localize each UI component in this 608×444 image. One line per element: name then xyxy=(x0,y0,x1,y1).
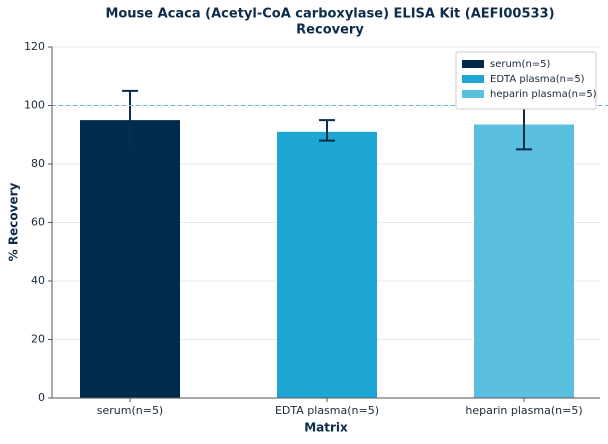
y-tick-label: 60 xyxy=(31,216,45,229)
chart-subtitle: Recovery xyxy=(296,23,364,38)
y-tick-label: 120 xyxy=(24,40,45,53)
y-tick-label: 80 xyxy=(31,157,45,170)
bar xyxy=(277,131,377,398)
legend-label: EDTA plasma(n=5) xyxy=(490,74,585,85)
y-tick-label: 40 xyxy=(31,274,45,287)
legend-label: serum(n=5) xyxy=(490,59,551,70)
bar xyxy=(80,120,180,398)
bar xyxy=(474,124,574,398)
legend-swatch xyxy=(462,75,484,83)
y-tick-label: 0 xyxy=(38,391,45,404)
x-tick-label: heparin plasma(n=5) xyxy=(465,404,582,417)
x-axis-label: Matrix xyxy=(304,421,348,435)
y-tick-label: 20 xyxy=(31,333,45,346)
y-axis-label: % Recovery xyxy=(7,183,21,262)
x-tick-label: serum(n=5) xyxy=(97,404,163,417)
legend-label: heparin plasma(n=5) xyxy=(490,89,597,100)
y-tick-label: 100 xyxy=(24,99,45,112)
legend-swatch xyxy=(462,60,484,68)
legend-swatch xyxy=(462,90,484,98)
x-tick-label: EDTA plasma(n=5) xyxy=(275,404,379,417)
chart-title: Mouse Acaca (Acetyl-CoA carboxylase) ELI… xyxy=(105,7,554,22)
legend-box xyxy=(455,51,597,110)
